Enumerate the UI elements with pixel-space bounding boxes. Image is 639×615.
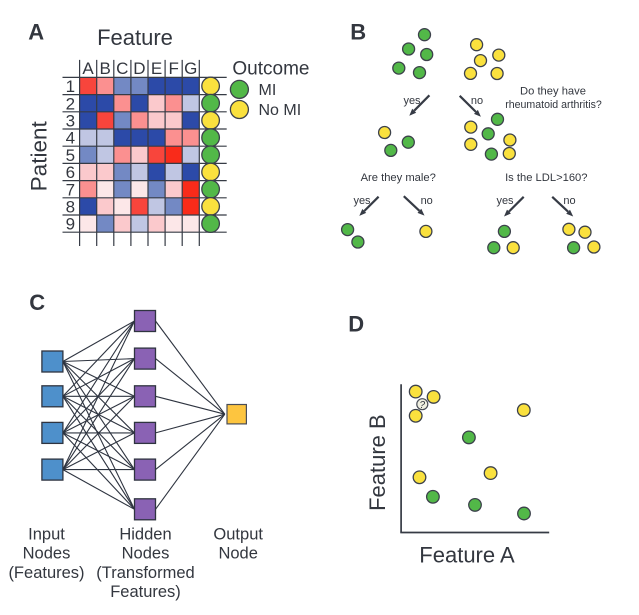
svg-text:Feature A: Feature A <box>419 543 515 568</box>
svg-text:8: 8 <box>66 198 75 217</box>
svg-text:Is the LDL>160?: Is the LDL>160? <box>505 172 587 184</box>
svg-text:1: 1 <box>66 77 75 96</box>
svg-text:Feature B: Feature B <box>365 414 390 511</box>
svg-text:Do they have: Do they have <box>520 86 586 98</box>
svg-text:Hidden: Hidden <box>119 526 171 544</box>
svg-text:E: E <box>151 59 162 78</box>
svg-text:C: C <box>116 59 128 78</box>
svg-text:rheumatoid arthritis?: rheumatoid arthritis? <box>505 99 602 111</box>
svg-text:no: no <box>471 95 483 107</box>
svg-text:(Transformed: (Transformed <box>96 564 194 582</box>
svg-text:9: 9 <box>66 215 75 234</box>
svg-text:2: 2 <box>66 94 75 113</box>
svg-text:MI: MI <box>259 82 277 99</box>
svg-text:D: D <box>133 59 145 78</box>
svg-text:no: no <box>563 195 575 207</box>
svg-text:G: G <box>184 59 197 78</box>
svg-text:Input: Input <box>28 526 65 544</box>
svg-text:3: 3 <box>66 112 75 131</box>
svg-text:no: no <box>421 195 433 207</box>
svg-text:No MI: No MI <box>259 102 302 119</box>
svg-text:yes: yes <box>496 195 514 207</box>
svg-text:A: A <box>82 59 94 78</box>
svg-text:Features): Features) <box>110 583 181 601</box>
svg-text:7: 7 <box>66 180 75 199</box>
svg-text:B: B <box>350 20 366 45</box>
svg-text:B: B <box>100 59 111 78</box>
svg-text:?: ? <box>420 400 426 411</box>
svg-text:Node: Node <box>218 545 257 563</box>
svg-text:F: F <box>169 59 179 78</box>
svg-text:5: 5 <box>66 146 75 165</box>
svg-text:C: C <box>29 290 45 315</box>
svg-text:D: D <box>348 311 364 336</box>
svg-text:Outcome: Outcome <box>232 58 309 79</box>
svg-text:4: 4 <box>66 129 75 148</box>
svg-text:Are they male?: Are they male? <box>361 172 436 184</box>
svg-text:Patient: Patient <box>27 121 52 192</box>
svg-text:A: A <box>28 20 44 45</box>
svg-text:Nodes: Nodes <box>23 545 71 563</box>
svg-text:yes: yes <box>403 95 421 107</box>
svg-text:(Features): (Features) <box>8 564 84 582</box>
svg-text:Feature: Feature <box>97 25 173 50</box>
svg-text:yes: yes <box>353 195 371 207</box>
svg-text:Output: Output <box>213 526 263 544</box>
svg-text:6: 6 <box>66 163 75 182</box>
svg-text:Nodes: Nodes <box>122 545 170 563</box>
